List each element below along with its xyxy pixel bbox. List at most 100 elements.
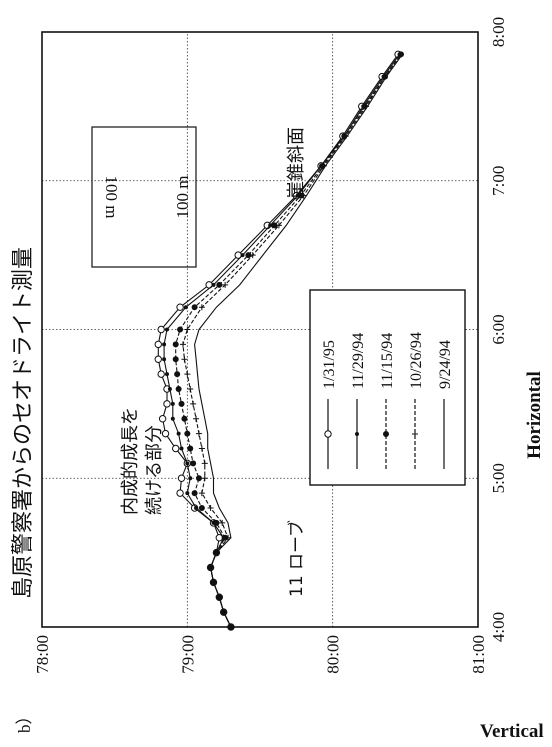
data-point [179, 341, 186, 348]
legend-label: 9/24/94 [437, 340, 454, 389]
data-point [190, 460, 197, 467]
data-point [222, 281, 229, 288]
x-axis-label: Horizontal [524, 371, 545, 459]
legend-marker [324, 430, 332, 438]
y-tick-label: 81:00 [469, 635, 488, 674]
data-point [201, 460, 208, 467]
data-point [184, 326, 191, 333]
y-tick-label: 79:00 [178, 635, 197, 674]
x-tick-label: 5:00 [489, 463, 508, 493]
data-point [198, 490, 205, 497]
data-point [154, 340, 162, 349]
scale-label-top: 100 m [102, 176, 121, 219]
legend-label: 11/15/94 [379, 333, 396, 389]
data-point [216, 281, 223, 288]
x-tick-label: 6:00 [489, 314, 508, 344]
data-point [170, 416, 175, 421]
x-tick-label: 4:00 [489, 612, 508, 642]
data-point [172, 341, 179, 348]
data-point [185, 461, 190, 466]
data-point [164, 372, 169, 377]
data-point [195, 430, 202, 437]
y-tick-label: 78:00 [33, 635, 52, 674]
scale-label-bottom: 100 m [173, 176, 192, 219]
data-point [207, 505, 214, 511]
data-point [181, 415, 188, 422]
data-point [177, 474, 186, 482]
data-point [175, 386, 182, 392]
data-point [179, 446, 184, 451]
data-point [157, 370, 165, 378]
data-point [193, 415, 200, 422]
data-point [219, 519, 226, 526]
legend-marker [412, 431, 418, 437]
data-point [198, 505, 205, 511]
legend-label: 11/29/94 [350, 333, 367, 389]
data-point [245, 252, 252, 259]
data-point [163, 400, 171, 408]
plot-frame [41, 31, 479, 628]
data-point [211, 282, 216, 287]
data-point [190, 400, 197, 407]
data-point [178, 400, 185, 407]
legend-label: 1/31/95 [321, 340, 338, 389]
legend: 1/31/95 11/29/94 11/15/94 10/26/94 9/24/94 [309, 289, 466, 486]
data-point [174, 371, 181, 378]
data-point [275, 222, 282, 229]
data-point [201, 475, 208, 482]
y-tick-label: 80:00 [324, 635, 343, 674]
data-point [177, 326, 184, 333]
data-point [187, 445, 194, 452]
data-point [227, 624, 234, 630]
series-5 [194, 53, 403, 628]
legend-box [309, 289, 466, 486]
data-point [176, 489, 184, 497]
data-point [188, 476, 193, 481]
data-point [195, 475, 202, 482]
y-axis-label: Vertical [480, 721, 544, 742]
data-point [176, 431, 181, 436]
data-point [184, 430, 191, 437]
data-point [167, 387, 172, 391]
panel-label: b） [15, 708, 34, 734]
data-point [198, 445, 205, 452]
data-point [162, 357, 167, 362]
x-tick-label: 7:00 [489, 166, 508, 196]
data-point [268, 223, 273, 228]
data-point [184, 371, 191, 378]
annotation-talus: 崖錐斜面 [286, 127, 307, 199]
data-point [187, 386, 194, 392]
data-point [176, 303, 184, 311]
data-point [271, 222, 278, 229]
data-point [194, 506, 199, 510]
data-point [183, 305, 188, 310]
scale-box: 100 m 100 m [91, 126, 197, 268]
data-point [158, 415, 167, 423]
axis-ticks: 4:00 5:00 6:00 7:00 8:00 78:00 79:00 80:00 81:00 [33, 17, 508, 674]
data-point [172, 356, 179, 363]
data-point [198, 304, 205, 311]
data-point [191, 304, 198, 311]
data-point [181, 356, 188, 363]
data-point [225, 534, 232, 541]
data-point [172, 444, 180, 453]
series-line [194, 53, 403, 628]
data-point [300, 192, 307, 199]
chart-title: 島原警察署からのセオドライト測量 [11, 247, 36, 599]
data-point [249, 252, 256, 259]
annotation-lobe: 11 ローブ [286, 520, 307, 597]
data-point [154, 355, 162, 363]
legend-label: 10/26/94 [408, 332, 425, 389]
legend-marker [383, 431, 389, 437]
data-point [240, 253, 245, 258]
data-point [170, 401, 175, 406]
data-point [164, 327, 169, 332]
data-point [185, 491, 190, 496]
data-point [161, 429, 170, 438]
series-layer [154, 50, 404, 631]
data-point [213, 519, 220, 526]
data-point [162, 342, 167, 347]
x-tick-label: 8:00 [489, 17, 508, 47]
annotation-endogenous-line2: 続ける部分 [144, 425, 165, 515]
